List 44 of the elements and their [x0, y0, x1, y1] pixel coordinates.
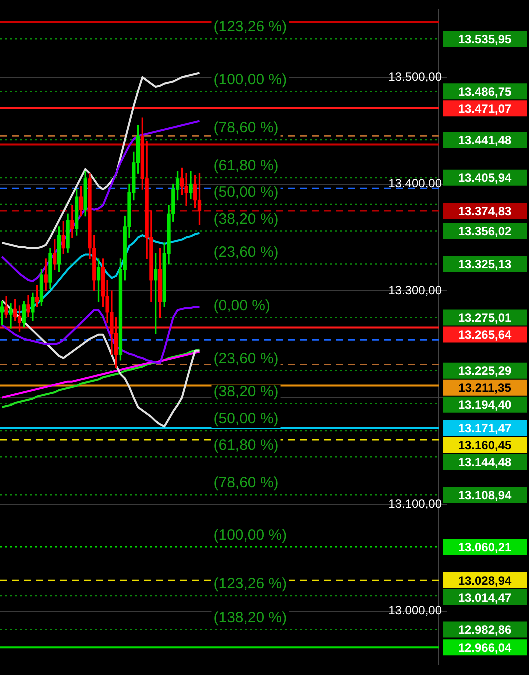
- ref-line-label: 13.441,48: [458, 133, 512, 148]
- ref-line-label: 13.160,45: [458, 438, 512, 453]
- ref-line-label: 13.171,47: [458, 422, 512, 436]
- y-tick-label: 13.000,00: [388, 604, 442, 618]
- annotation: (123,26 %): [214, 18, 288, 36]
- ref-line-label: 13.225,29: [458, 364, 512, 378]
- ref-line-label: 13.374,83: [458, 204, 512, 218]
- ref-line-label: 13.108,94: [458, 488, 512, 502]
- ref-line-label: 13.275,01: [458, 311, 512, 326]
- annotation: (61,80 %): [214, 158, 279, 175]
- annotation: (38,20 %): [214, 383, 279, 400]
- y-tick-label: 13.500,00: [388, 70, 442, 84]
- ref-line-label: 13.486,75: [458, 84, 512, 99]
- y-tick-label: 13.300,00: [388, 283, 442, 298]
- annotation: (123,26 %): [214, 576, 288, 593]
- candlestick: [9, 304, 13, 329]
- ref-line-label: 13.144,48: [458, 456, 512, 470]
- y-tick-label: 13.100,00: [388, 496, 442, 511]
- annotation: (78,60 %): [214, 474, 279, 492]
- annotation: (0,00 %): [214, 297, 270, 314]
- ref-line-label: 13.060,21: [458, 540, 512, 554]
- ref-line-label: 13.405,94: [458, 171, 512, 186]
- annotation: (50,00 %): [214, 184, 279, 202]
- ref-line-label: 13.265,64: [458, 328, 512, 342]
- ref-line-label: 13.356,02: [458, 224, 512, 239]
- ref-line-label: 13.471,07: [458, 102, 512, 116]
- annotation: (50,00 %): [214, 410, 279, 428]
- annotation: (23,60 %): [214, 350, 279, 368]
- annotation: (61,80 %): [214, 436, 279, 454]
- ref-line-label: 12.966,04: [458, 640, 512, 655]
- annotation: (38,20 %): [214, 210, 279, 228]
- annotation: (23,60 %): [214, 244, 279, 261]
- annotation: (138,20 %): [214, 609, 288, 626]
- ref-line-label: 12.982,86: [458, 623, 512, 638]
- y-tick-label: 13.400,00: [388, 176, 442, 191]
- ref-line-label: 13.028,94: [458, 574, 512, 588]
- ref-line-label: 13.535,95: [458, 32, 512, 46]
- annotation: (100,00 %): [214, 526, 288, 544]
- annotation: (78,60 %): [214, 120, 279, 137]
- ref-line-label: 13.211,35: [458, 381, 512, 396]
- annotation: (100,00 %): [214, 71, 288, 88]
- ref-line-label: 13.014,47: [458, 590, 512, 605]
- ref-line-label: 13.325,13: [458, 258, 512, 272]
- ref-line-label: 13.194,40: [458, 398, 512, 412]
